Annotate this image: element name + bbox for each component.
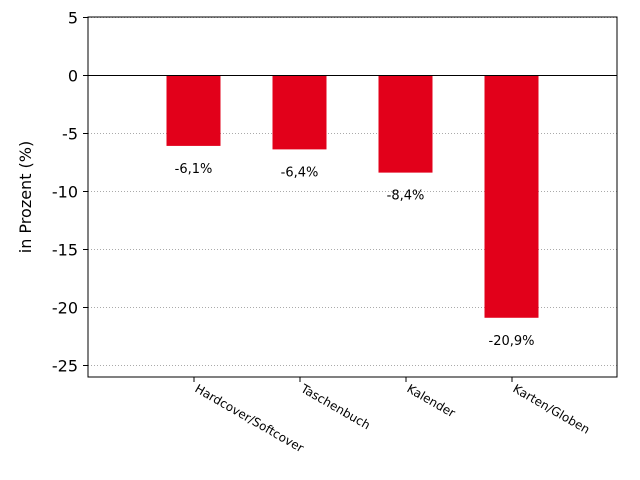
- bars: [166, 75, 539, 318]
- y-tick-label: -25: [52, 357, 78, 376]
- y-axis-title: in Prozent (%): [16, 141, 35, 253]
- data-label: -20,9%: [489, 334, 535, 349]
- x-tick-label: Kalender: [405, 381, 458, 420]
- data-label: -8,4%: [387, 189, 425, 204]
- bar: [272, 75, 327, 150]
- bar: [166, 75, 221, 146]
- x-tick-label: Karten/Globen: [511, 381, 593, 436]
- plot-frame: [87, 16, 618, 378]
- y-axis-ticks: 5 0 -5 -10 -15 -20 -25: [52, 9, 88, 376]
- y-tick-label: -20: [52, 299, 78, 318]
- bar: [378, 75, 433, 173]
- x-tick-label: Hardcover/Softcover: [193, 381, 307, 455]
- data-label: -6,1%: [175, 162, 213, 177]
- y-tick-label: 5: [68, 9, 78, 28]
- y-tick-label: -15: [52, 241, 78, 260]
- x-tick-label: Taschenbuch: [298, 381, 373, 432]
- y-tick-label: -10: [52, 183, 78, 202]
- y-tick-label: 0: [68, 67, 78, 86]
- y-tick-label: -5: [62, 125, 78, 144]
- bar: [484, 75, 539, 318]
- data-label: -6,4%: [281, 165, 319, 180]
- data-labels: -6,1% -6,4% -8,4% -20,9%: [175, 162, 535, 349]
